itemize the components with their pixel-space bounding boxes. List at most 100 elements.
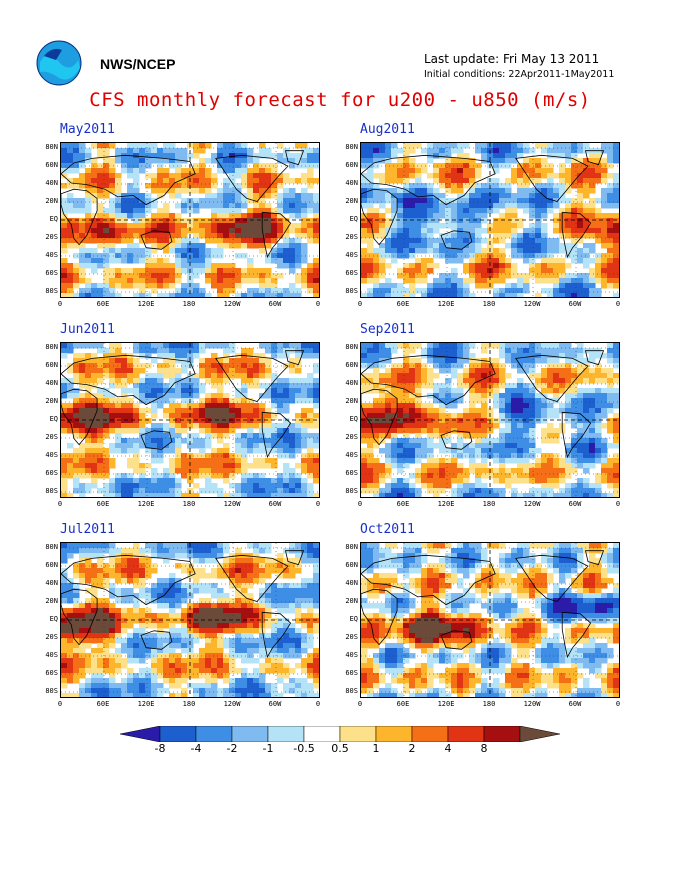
initial-conditions: Initial conditions: 22Apr2011-1May2011 — [424, 69, 615, 80]
lat-label: 60N — [345, 361, 358, 369]
lat-label: 60S — [45, 269, 58, 277]
lon-label: 0 — [57, 300, 63, 308]
coastline-3 — [215, 154, 289, 202]
colorbar-tick-label: -0.5 — [293, 742, 315, 755]
lon-label: 120W — [223, 500, 241, 508]
coastline-1 — [361, 354, 496, 406]
lat-label: 60N — [45, 561, 58, 569]
coastline-4 — [561, 411, 592, 459]
lat-label: 60N — [345, 161, 358, 169]
org-name: NWS/NCEP — [100, 56, 176, 72]
coastline-4 — [261, 411, 292, 459]
lat-label: EQ — [49, 215, 58, 223]
lat-label: 20N — [345, 597, 358, 605]
coastline-3 — [215, 554, 289, 602]
lat-label: 80N — [345, 543, 358, 551]
coastline-2 — [140, 630, 173, 650]
colorbar-tick-label: -8 — [154, 742, 166, 755]
lon-label: 60W — [268, 500, 282, 508]
lon-label: 0 — [357, 500, 363, 508]
lon-label: 120E — [437, 300, 455, 308]
map-panel-jul — [60, 542, 320, 698]
page-title: CFS monthly forecast for u200 - u850 (m/… — [89, 89, 591, 111]
colorbar-swatch — [483, 726, 521, 742]
colorbar-swatch — [375, 726, 413, 742]
coastline-4 — [561, 611, 592, 659]
coastline-0 — [61, 188, 98, 246]
lon-label: 60E — [396, 300, 410, 308]
lat-label: 60N — [45, 361, 58, 369]
coastline-5 — [584, 550, 605, 566]
lon-label: 180 — [482, 300, 496, 308]
lat-label: 80S — [345, 287, 358, 295]
colorbar-swatch — [447, 726, 485, 742]
lon-label: 60W — [268, 700, 282, 708]
lat-label: 40N — [345, 379, 358, 387]
lon-label: 180 — [182, 300, 196, 308]
lat-label: 20N — [45, 197, 58, 205]
colorbar-tick-label: 1 — [372, 742, 380, 755]
lat-label: 60S — [345, 269, 358, 277]
lat-label: 60S — [345, 669, 358, 677]
colorbar-tick-label: -4 — [190, 742, 202, 755]
lon-label: 0 — [615, 300, 621, 308]
lat-label: 20N — [345, 197, 358, 205]
lon-label: 60W — [568, 700, 582, 708]
anomaly-field — [361, 143, 619, 297]
panel-title-may: May2011 — [60, 122, 115, 137]
lat-label: EQ — [349, 415, 358, 423]
lat-label: 20S — [345, 233, 358, 241]
lat-label: 40S — [45, 251, 58, 259]
colorbar-swatch — [411, 726, 449, 742]
lat-label: 80N — [345, 143, 358, 151]
colorbar-swatch — [195, 726, 233, 742]
lat-label: 20N — [45, 597, 58, 605]
colorbar-tick-label: 2 — [408, 742, 416, 755]
lat-label: 80S — [45, 287, 58, 295]
coastline-1 — [61, 354, 196, 406]
lon-label: 60E — [96, 500, 110, 508]
lon-label: 180 — [482, 700, 496, 708]
coastline-0 — [61, 588, 98, 646]
coastline-2 — [140, 230, 173, 250]
lat-label: EQ — [349, 215, 358, 223]
coastline-5 — [584, 350, 605, 366]
anomaly-field — [361, 343, 619, 497]
lat-label: 20S — [45, 433, 58, 441]
lon-label: 120W — [523, 300, 541, 308]
lon-label: 180 — [482, 500, 496, 508]
coastline-0 — [361, 188, 398, 246]
lat-label: EQ — [349, 615, 358, 623]
lat-label: 40S — [45, 451, 58, 459]
coastline-2 — [440, 230, 473, 250]
colorbar-max-arrow — [519, 726, 560, 742]
lon-label: 60E — [96, 700, 110, 708]
coastline-5 — [284, 150, 305, 166]
colorbar-tick-label: 4 — [444, 742, 452, 755]
coastline-2 — [440, 430, 473, 450]
lon-label: 60E — [396, 500, 410, 508]
lat-label: 80S — [345, 687, 358, 695]
lat-label: EQ — [49, 615, 58, 623]
lat-label: 40S — [345, 651, 358, 659]
map-panel-oct — [360, 542, 620, 698]
lat-label: 80N — [45, 143, 58, 151]
lon-label: 0 — [315, 300, 321, 308]
map-panel-sep — [360, 342, 620, 498]
lon-label: 120W — [223, 300, 241, 308]
coastline-1 — [361, 154, 496, 206]
lon-label: 60W — [568, 500, 582, 508]
coastline-3 — [515, 154, 589, 202]
lat-label: 60N — [345, 561, 358, 569]
panel-title-oct: Oct2011 — [360, 522, 415, 537]
panel-title-sep: Sep2011 — [360, 322, 415, 337]
lon-label: 60E — [396, 700, 410, 708]
lat-label: 40N — [345, 579, 358, 587]
lat-label: 60S — [45, 469, 58, 477]
lat-label: 20S — [345, 433, 358, 441]
colorbar-swatch — [339, 726, 377, 742]
coastline-2 — [140, 430, 173, 450]
coastline-4 — [261, 611, 292, 659]
lat-label: 40N — [345, 179, 358, 187]
lat-label: 20S — [45, 633, 58, 641]
